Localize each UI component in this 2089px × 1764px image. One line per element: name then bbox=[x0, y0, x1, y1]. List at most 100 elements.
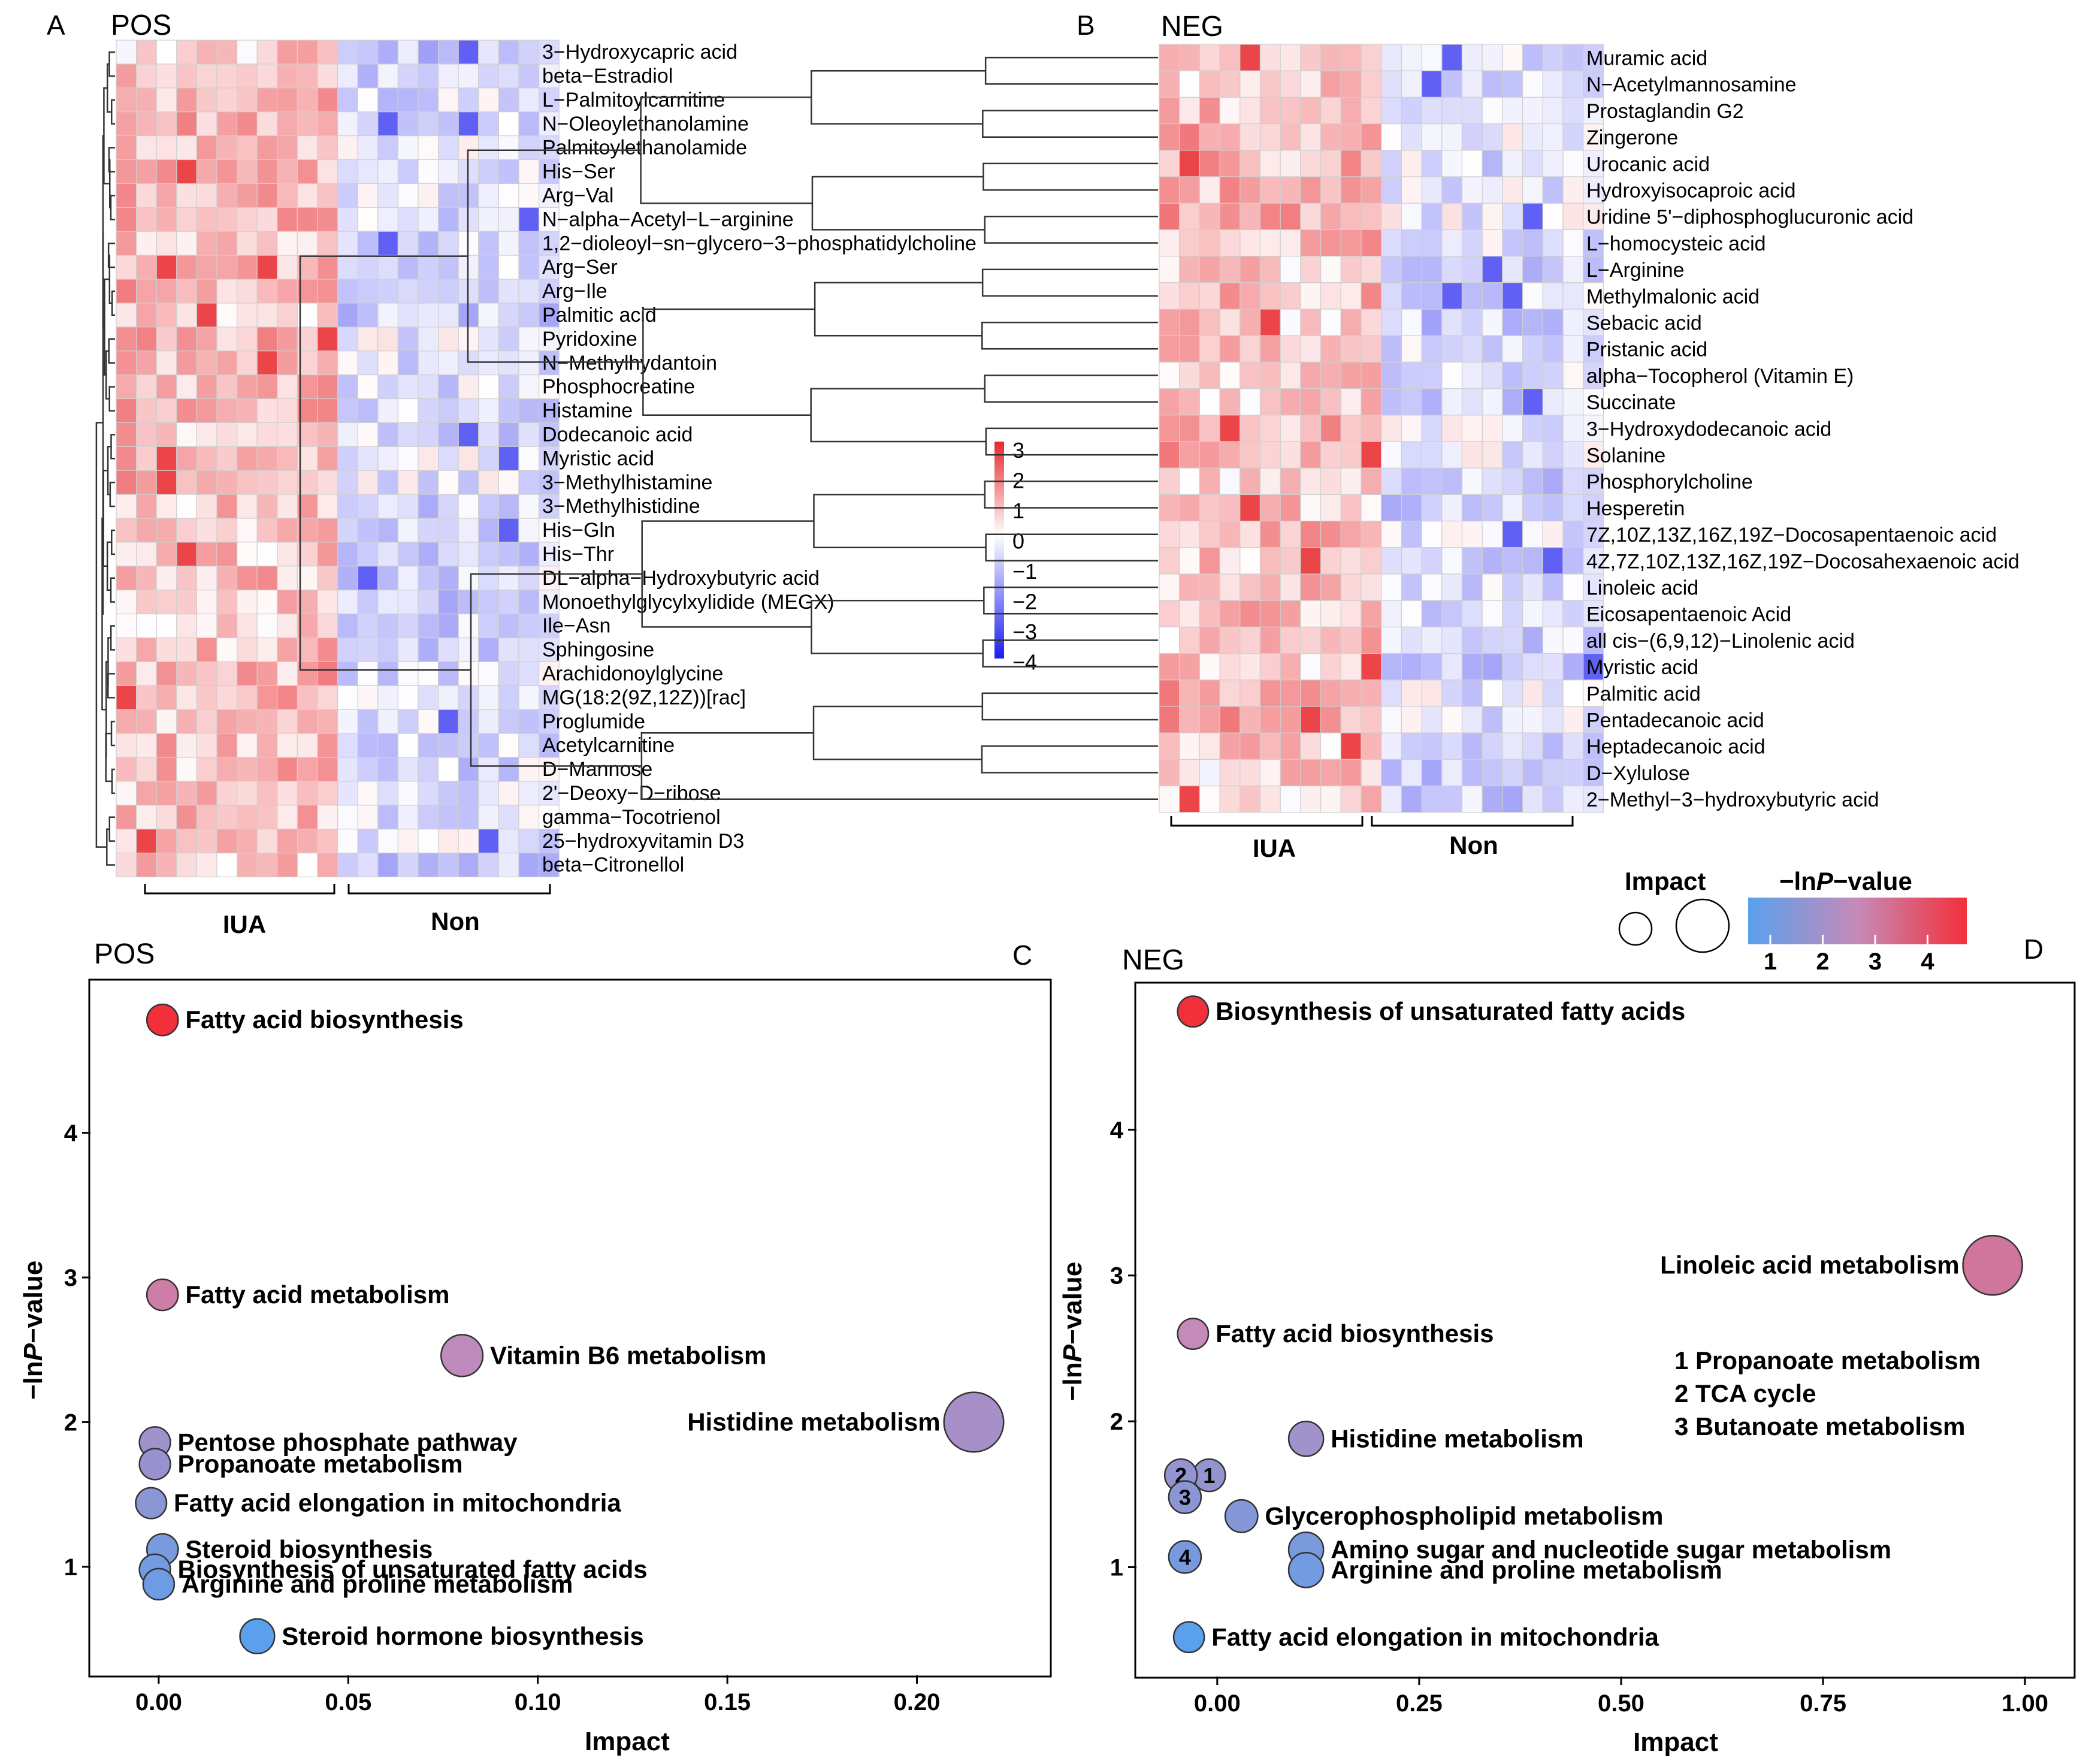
heat-cell bbox=[1461, 520, 1483, 548]
heat-cell bbox=[1361, 759, 1382, 787]
heat-cell bbox=[116, 327, 137, 352]
heat-cell bbox=[418, 64, 439, 89]
heat-cell bbox=[1522, 361, 1543, 389]
heat-cell bbox=[216, 111, 238, 137]
heat-cell bbox=[1421, 361, 1443, 389]
heat-cell bbox=[1300, 70, 1322, 98]
heat-cell bbox=[1522, 123, 1543, 151]
heat-cell bbox=[1280, 229, 1301, 257]
heat-cell bbox=[1502, 626, 1523, 654]
heat-cell bbox=[538, 518, 560, 543]
heat-cell bbox=[277, 542, 298, 567]
heat-cell bbox=[478, 733, 499, 758]
heat-cell bbox=[1219, 494, 1241, 522]
dendrogram-branch bbox=[984, 374, 1158, 403]
heat-cell bbox=[1159, 70, 1180, 98]
heat-cell bbox=[1179, 785, 1200, 813]
heat-cell bbox=[458, 518, 479, 543]
heat-cell bbox=[237, 159, 258, 185]
heat-cell bbox=[1219, 626, 1241, 654]
heatmap-row-label: Solanine bbox=[1586, 444, 1665, 467]
heat-cell bbox=[437, 351, 459, 376]
heat-cell bbox=[1259, 494, 1281, 522]
heat-cell bbox=[458, 781, 479, 806]
pathway-label: Amino sugar and nucleotide sugar metabol… bbox=[1331, 1535, 1891, 1563]
heat-cell bbox=[277, 637, 298, 663]
heat-cell bbox=[1199, 256, 1220, 283]
heat-cell bbox=[216, 279, 238, 304]
pathway-label: Arginine and proline metabolism bbox=[1331, 1555, 1722, 1584]
heat-cell bbox=[1320, 732, 1341, 760]
dendrogram-branch bbox=[813, 494, 986, 549]
heat-cell bbox=[437, 494, 459, 519]
heat-cell bbox=[237, 135, 258, 161]
dendrogram-branch bbox=[95, 422, 107, 848]
heat-cell bbox=[1522, 785, 1543, 813]
heat-cell bbox=[1583, 706, 1604, 733]
heat-cell bbox=[397, 757, 419, 782]
dendrogram-branch bbox=[982, 162, 1158, 191]
heatmap-row-label: His−Thr bbox=[542, 543, 614, 566]
heat-cell bbox=[1320, 203, 1341, 231]
heat-cell bbox=[1259, 653, 1281, 681]
heatmap-row-label: alpha−Tocopherol (Vitamin E) bbox=[1586, 365, 1854, 388]
heat-cell bbox=[1219, 282, 1241, 310]
heat-cell bbox=[478, 231, 499, 256]
heat-cell bbox=[1421, 229, 1443, 257]
heat-cell bbox=[1159, 679, 1180, 707]
heat-cell bbox=[1159, 467, 1180, 496]
legend-pvalue-bar bbox=[1748, 898, 1967, 944]
heat-cell bbox=[1502, 229, 1523, 257]
heat-cell bbox=[1502, 309, 1523, 336]
heat-cell bbox=[1199, 229, 1220, 257]
heatmap-row-label: Ile−Asn bbox=[542, 615, 610, 638]
heat-cell bbox=[478, 613, 499, 639]
heatmap-row-label: 1,2−dioleoyl−sn−glycero−3−phosphatidylch… bbox=[542, 232, 977, 255]
heat-cell bbox=[1381, 706, 1402, 733]
heat-cell bbox=[196, 279, 217, 304]
heat-cell bbox=[1219, 309, 1241, 336]
dendrogram-branch bbox=[106, 63, 112, 113]
heat-cell bbox=[377, 446, 398, 471]
heat-cell bbox=[176, 518, 197, 543]
heat-cell bbox=[397, 661, 419, 686]
pathway-label: Propanoate metabolism bbox=[177, 1449, 462, 1478]
dendrogram-branch bbox=[103, 87, 110, 185]
heat-cell bbox=[196, 566, 217, 591]
heat-cell bbox=[1542, 309, 1564, 336]
heat-cell bbox=[1482, 467, 1503, 496]
heat-cell bbox=[196, 446, 217, 471]
heat-cell bbox=[156, 757, 177, 782]
heat-cell bbox=[256, 374, 278, 400]
panel-b-letter: B bbox=[1077, 10, 1095, 41]
heat-cell bbox=[277, 805, 298, 830]
heat-cell bbox=[1461, 203, 1483, 231]
heat-cell bbox=[437, 757, 459, 782]
heat-cell bbox=[377, 805, 398, 830]
heat-cell bbox=[1542, 441, 1564, 469]
heat-cell bbox=[116, 518, 137, 543]
heat-cell bbox=[337, 327, 358, 352]
heat-cell bbox=[297, 135, 318, 161]
heat-cell bbox=[1421, 520, 1443, 548]
heatmap-row-label: Heptadecanoic acid bbox=[1586, 736, 1765, 759]
heat-cell bbox=[256, 733, 278, 758]
heat-cell bbox=[377, 685, 398, 710]
heat-cell bbox=[1280, 70, 1301, 98]
heat-cell bbox=[1482, 203, 1503, 231]
heat-cell bbox=[1179, 732, 1200, 760]
heat-cell bbox=[1159, 123, 1180, 151]
panel-a-title: POS bbox=[111, 10, 171, 41]
heat-cell bbox=[237, 111, 258, 137]
pathway-marker-label: 3 bbox=[1179, 1485, 1191, 1510]
heat-cell bbox=[196, 518, 217, 543]
heat-cell bbox=[1361, 679, 1382, 707]
heat-cell bbox=[136, 207, 157, 232]
heat-cell bbox=[458, 852, 479, 878]
heat-cell bbox=[397, 637, 419, 663]
heat-cell bbox=[518, 852, 540, 878]
heat-cell bbox=[216, 757, 238, 782]
y-tick-label: 4 bbox=[1110, 1117, 1124, 1143]
heat-cell bbox=[1300, 123, 1322, 151]
